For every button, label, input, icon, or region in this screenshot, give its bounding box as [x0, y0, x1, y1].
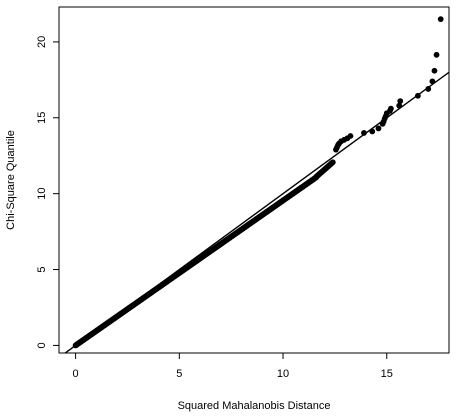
data-point	[388, 105, 394, 112]
data-point	[437, 16, 444, 23]
data-point	[361, 130, 367, 136]
x-tick-label: 0	[73, 368, 79, 380]
data-point	[433, 51, 440, 58]
x-tick-label: 15	[381, 368, 393, 380]
plot-frame	[58, 6, 450, 354]
x-tick-label: 5	[176, 368, 182, 380]
data-point	[347, 133, 354, 139]
y-axis-title: Chi-Square Quantile	[5, 130, 17, 230]
y-tick-label: 20	[36, 36, 48, 48]
y-tick-label: 10	[36, 188, 48, 200]
y-tick-label: 0	[36, 342, 48, 348]
reference-line	[64, 71, 449, 353]
y-tick-label: 5	[36, 266, 48, 272]
y-axis: 0 5 10 15 20	[36, 36, 59, 348]
x-tick-label: 10	[277, 368, 289, 380]
points-layer	[72, 16, 444, 349]
x-axis-title: Squared Mahalanobis Distance	[178, 400, 331, 412]
y-tick-label: 15	[36, 112, 48, 124]
x-axis: 0 5 10 15	[73, 353, 393, 380]
data-point	[431, 67, 438, 74]
data-point	[375, 125, 382, 132]
data-point	[329, 159, 336, 166]
data-point	[425, 86, 432, 92]
data-point	[397, 98, 404, 104]
